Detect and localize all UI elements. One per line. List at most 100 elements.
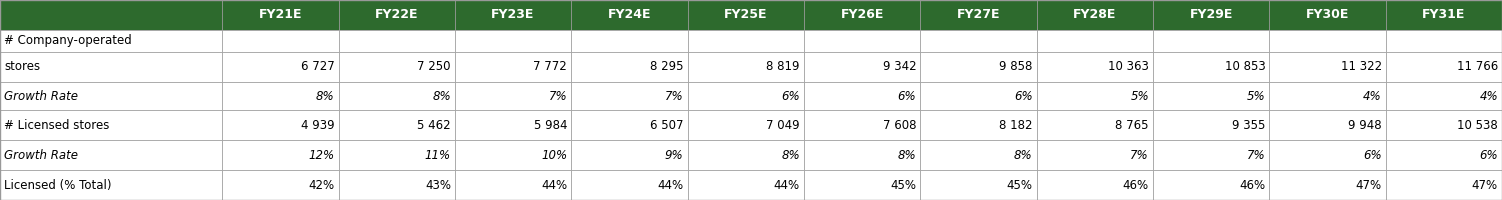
- Bar: [804, 52, 921, 82]
- Text: Licensed (% Total): Licensed (% Total): [5, 179, 111, 192]
- Bar: [921, 52, 1036, 82]
- Text: # Licensed stores: # Licensed stores: [5, 119, 110, 132]
- Bar: [1036, 82, 1154, 110]
- Bar: [455, 110, 571, 140]
- Bar: [571, 82, 688, 110]
- Text: 6%: 6%: [781, 90, 801, 103]
- Text: 10%: 10%: [541, 149, 568, 162]
- Text: 46%: 46%: [1239, 179, 1265, 192]
- Text: 7 608: 7 608: [883, 119, 916, 132]
- Text: 9 948: 9 948: [1347, 119, 1382, 132]
- Bar: [1386, 170, 1502, 200]
- Bar: [571, 140, 688, 170]
- Text: 12%: 12%: [308, 149, 335, 162]
- Text: 4%: 4%: [1479, 90, 1497, 103]
- Bar: [688, 82, 804, 110]
- Text: 9 342: 9 342: [883, 60, 916, 73]
- Text: 47%: 47%: [1472, 179, 1497, 192]
- Text: FY27E: FY27E: [957, 8, 1000, 21]
- Text: 10 853: 10 853: [1224, 60, 1265, 73]
- Bar: [222, 140, 338, 170]
- Bar: [804, 30, 921, 52]
- Bar: [921, 82, 1036, 110]
- Text: 5 984: 5 984: [533, 119, 568, 132]
- Bar: [1386, 30, 1502, 52]
- Bar: [338, 110, 455, 140]
- Text: 5 462: 5 462: [418, 119, 451, 132]
- Text: FY24E: FY24E: [608, 8, 652, 21]
- Text: 8 765: 8 765: [1116, 119, 1149, 132]
- Bar: [804, 0, 921, 30]
- Text: 44%: 44%: [658, 179, 683, 192]
- Bar: [1154, 82, 1269, 110]
- Bar: [804, 110, 921, 140]
- Text: 10 363: 10 363: [1108, 60, 1149, 73]
- Bar: [338, 30, 455, 52]
- Bar: [688, 52, 804, 82]
- Bar: [455, 0, 571, 30]
- Bar: [571, 30, 688, 52]
- Bar: [455, 140, 571, 170]
- Text: FY22E: FY22E: [376, 8, 419, 21]
- Bar: [688, 170, 804, 200]
- Text: 8%: 8%: [1014, 149, 1032, 162]
- Text: 6 507: 6 507: [650, 119, 683, 132]
- Text: 9 355: 9 355: [1232, 119, 1265, 132]
- Bar: [1269, 140, 1386, 170]
- Bar: [455, 170, 571, 200]
- Text: 44%: 44%: [541, 179, 568, 192]
- Bar: [921, 170, 1036, 200]
- Text: 5%: 5%: [1131, 90, 1149, 103]
- Text: 45%: 45%: [1006, 179, 1032, 192]
- Bar: [0, 82, 222, 110]
- Bar: [1154, 170, 1269, 200]
- Bar: [1386, 0, 1502, 30]
- Text: 8 819: 8 819: [766, 60, 801, 73]
- Bar: [1269, 30, 1386, 52]
- Bar: [0, 30, 222, 52]
- Bar: [1386, 52, 1502, 82]
- Bar: [688, 30, 804, 52]
- Text: stores: stores: [5, 60, 41, 73]
- Bar: [222, 110, 338, 140]
- Text: 7 772: 7 772: [533, 60, 568, 73]
- Bar: [1036, 110, 1154, 140]
- Bar: [688, 0, 804, 30]
- Bar: [571, 52, 688, 82]
- Text: 8%: 8%: [781, 149, 801, 162]
- Text: 6%: 6%: [1479, 149, 1497, 162]
- Text: 46%: 46%: [1123, 179, 1149, 192]
- Text: 7%: 7%: [665, 90, 683, 103]
- Bar: [1269, 52, 1386, 82]
- Bar: [1386, 140, 1502, 170]
- Text: 47%: 47%: [1355, 179, 1382, 192]
- Bar: [1036, 170, 1154, 200]
- Bar: [455, 52, 571, 82]
- Text: 8%: 8%: [433, 90, 451, 103]
- Text: 4 939: 4 939: [300, 119, 335, 132]
- Text: FY30E: FY30E: [1305, 8, 1349, 21]
- Bar: [1386, 82, 1502, 110]
- Text: 9 858: 9 858: [999, 60, 1032, 73]
- Bar: [0, 52, 222, 82]
- Bar: [338, 170, 455, 200]
- Text: 7%: 7%: [1131, 149, 1149, 162]
- Bar: [338, 52, 455, 82]
- Bar: [1036, 140, 1154, 170]
- Text: 7 049: 7 049: [766, 119, 801, 132]
- Bar: [222, 52, 338, 82]
- Text: # Company-operated: # Company-operated: [5, 34, 132, 47]
- Text: 11 322: 11 322: [1340, 60, 1382, 73]
- Text: 6%: 6%: [1362, 149, 1382, 162]
- Bar: [1269, 110, 1386, 140]
- Text: 6%: 6%: [1014, 90, 1032, 103]
- Bar: [222, 0, 338, 30]
- Text: 10 538: 10 538: [1457, 119, 1497, 132]
- Bar: [0, 0, 222, 30]
- Text: 8%: 8%: [898, 149, 916, 162]
- Bar: [571, 170, 688, 200]
- Text: 43%: 43%: [425, 179, 451, 192]
- Text: 45%: 45%: [891, 179, 916, 192]
- Bar: [1154, 30, 1269, 52]
- Text: 42%: 42%: [308, 179, 335, 192]
